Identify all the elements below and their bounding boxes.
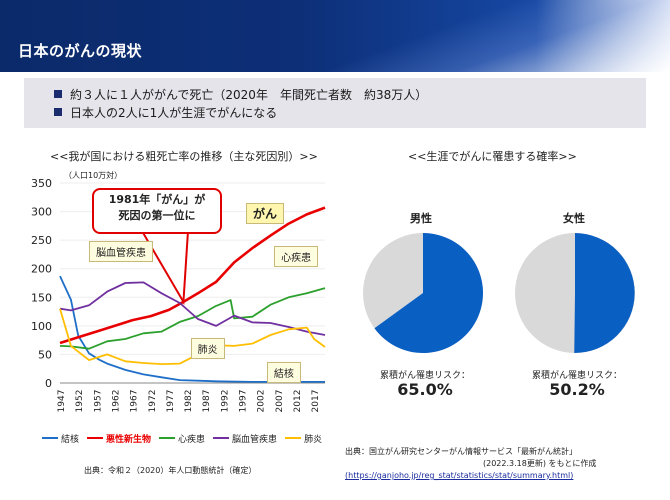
y-tick-label: 250 [31,234,52,247]
callout-1981-line-1: 1981年「がん」が [108,193,206,206]
bullet-square-icon [54,108,62,116]
page-title: 日本のがんの現状 [18,42,143,60]
x-tick-label: 2017 [311,390,321,413]
x-tick-label: 1972 [148,390,158,413]
summary-box: 約３人に１人ががんで死亡（2020年 年間死亡者数 約38万人） 日本人の2人に… [24,78,646,128]
series-line-kekkaku [59,275,325,383]
male-risk-value: 65.0% [397,380,453,399]
line-chart-title: <<我が国における粗死亡率の推移（主な死因別）>> [50,150,318,163]
pie-source-line-1: 出典：国立がん研究センターがん情報サービス「最新がん統計」 [345,447,577,456]
legend-label: 結核 [61,435,80,445]
header-decoration [330,0,670,72]
series-line-heart [59,287,326,350]
label-cancer: がん [246,203,285,224]
pie-chart-source: 出典：国立がん研究センターがん情報サービス「最新がん統計」 (2022.3.18… [345,446,645,482]
x-tick-label: 2002 [257,390,267,413]
y-tick-label: 200 [31,263,52,276]
female-risk-value: 50.2% [549,380,605,399]
legend-swatch [213,437,230,439]
legend-item: 心疾患 [159,432,205,445]
x-tick-label: 1962 [111,390,121,413]
line-chart-source: 出典：令和２（2020）年人口動態統計（確定） [84,466,257,475]
legend-label: 悪性新生物 [106,435,152,445]
y-tick-label: 150 [31,291,52,304]
y-tick-label: 300 [31,206,52,219]
x-tick-label: 1992 [220,390,230,413]
x-tick-label: 1987 [202,390,212,413]
chart-legend: 結核 悪性新生物 心疾患 脳血管疾患 肺炎 [42,432,330,445]
callout-1981-pointer [141,230,189,306]
legend-label: 肺炎 [304,435,323,445]
pie-source-line-2: (2022.3.18更新) をもとに作成 [483,459,597,468]
summary-bullet-2: 日本人の2人に1人が生涯でがんになる [54,104,277,121]
pie-source-link[interactable]: (https://ganjoho.jp/reg_stat/statistics/… [345,471,574,480]
legend-item: 肺炎 [285,432,322,445]
x-tick-label: 1977 [166,390,176,413]
x-tick-label: 1997 [239,390,249,413]
label-heart: 心疾患 [274,245,319,267]
y-axis-unit: （人口10万対） [64,171,123,180]
label-stroke: 脳血管疾患 [89,241,154,263]
y-tick-label: 50 [38,348,52,361]
legend-item: 悪性新生物 [87,432,151,445]
x-tick-label: 1947 [57,390,67,413]
death-rate-line-chart: 0 50 100 150 200 250 300 350 1947 1952 1957 1962 196… [31,177,326,413]
series-line-stroke [59,281,326,336]
callout-1981-line-2: 死因の第一位に [118,209,196,222]
legend-swatch [159,437,176,439]
pie-chart-section-title: <<生涯でがんに罹患する確率>> [408,150,577,163]
legend-swatch [285,437,302,439]
legend-label: 心疾患 [178,435,206,445]
male-label: 男性 [410,212,432,225]
summary-bullet-2-text: 日本人の2人に1人が生涯でがんになる [70,106,278,120]
callout-1981: 1981年「がん」が 死因の第一位に [92,188,222,234]
x-tick-label: 1957 [93,390,103,413]
legend-item: 結核 [42,432,79,445]
male-risk-text: 累積がん罹患リスク： [379,371,470,381]
x-tick-label: 2007 [275,390,285,413]
female-risk-text: 累積がん罹患リスク： [531,371,622,381]
x-tick-label: 1952 [75,390,85,413]
female-risk-slice [574,233,635,354]
y-tick-label: 0 [45,377,52,390]
label-pneumonia: 肺炎 [190,338,225,360]
y-tick-label: 350 [31,177,52,190]
x-tick-label: 1982 [184,390,194,413]
male-pie-chart [363,233,483,353]
legend-swatch [87,437,104,439]
legend-label: 脳血管疾患 [232,435,278,445]
female-pie-chart [515,233,635,354]
male-risk-slice [374,233,483,353]
legend-item: 脳血管疾患 [213,432,277,445]
header-bar: 日本のがんの現状 [0,0,670,72]
label-kekkaku: 結核 [266,361,301,383]
summary-bullet-1-text: 約３人に１人ががんで死亡（2020年 年間死亡者数 約38万人） [70,88,428,102]
y-tick-label: 100 [31,320,52,333]
series-line-cancer [59,206,326,345]
legend-swatch [42,437,58,439]
summary-bullet-1: 約３人に１人ががんで死亡（2020年 年間死亡者数 約38万人） [54,86,427,103]
female-label: 女性 [563,212,585,225]
x-tick-label: 2012 [293,390,303,413]
bullet-square-icon [54,90,62,98]
x-tick-label: 1967 [130,390,140,413]
